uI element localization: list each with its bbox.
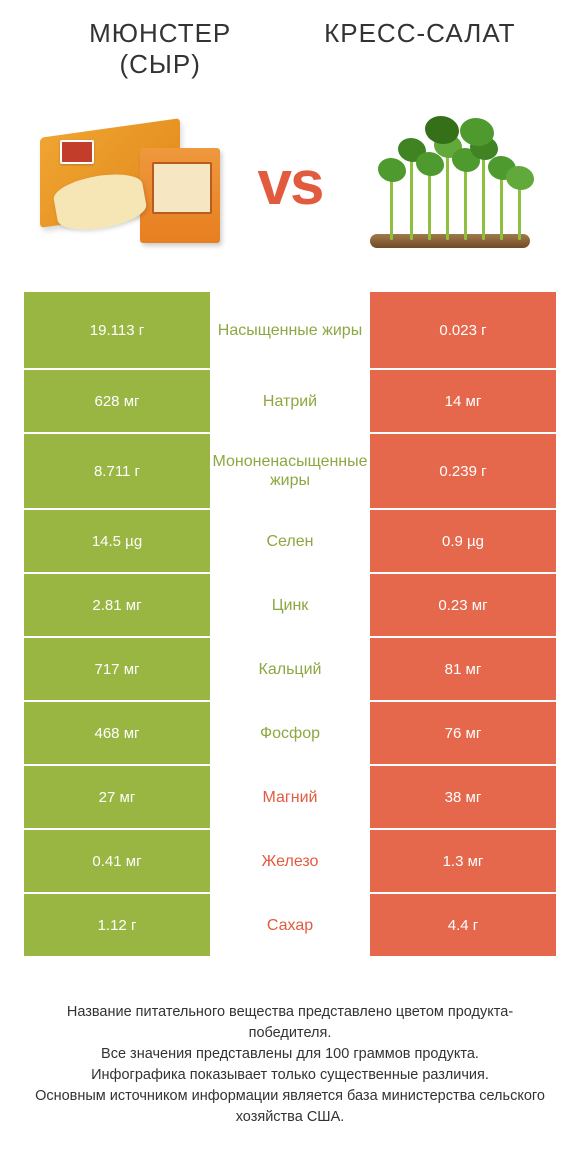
left-product-title: Мюнстер (сыр)	[54, 18, 266, 80]
left-value: 717 мг	[24, 638, 210, 700]
right-value: 4.4 г	[370, 894, 556, 956]
table-row: 19.113 гНасыщенные жиры0.023 г	[24, 292, 556, 368]
nutrient-label: Мононенасыщенные жиры	[210, 434, 370, 508]
table-row: 27 мгМагний38 мг	[24, 764, 556, 828]
right-value: 1.3 мг	[370, 830, 556, 892]
comparison-table: 19.113 гНасыщенные жиры0.023 г628 мгНатр…	[24, 292, 556, 956]
left-value: 468 мг	[24, 702, 210, 764]
nutrient-label: Насыщенные жиры	[210, 292, 370, 368]
vs-label: vs	[237, 148, 343, 219]
nutrient-label: Селен	[210, 510, 370, 572]
footer-line: Инфографика показывает только существенн…	[34, 1065, 546, 1086]
table-row: 2.81 мгЦинк0.23 мг	[24, 572, 556, 636]
footer-line: Все значения представлены для 100 граммо…	[34, 1044, 546, 1065]
table-row: 468 мгФосфор76 мг	[24, 700, 556, 764]
nutrient-label: Цинк	[210, 574, 370, 636]
table-row: 0.41 мгЖелезо1.3 мг	[24, 828, 556, 892]
right-value: 38 мг	[370, 766, 556, 828]
right-value: 14 мг	[370, 370, 556, 432]
table-row: 14.5 µgСелен0.9 µg	[24, 508, 556, 572]
left-value: 8.711 г	[24, 434, 210, 508]
left-product-image	[24, 108, 237, 258]
right-value: 81 мг	[370, 638, 556, 700]
right-product-image	[343, 108, 556, 258]
table-row: 8.711 гМононенасыщенные жиры0.239 г	[24, 432, 556, 508]
table-row: 717 мгКальций81 мг	[24, 636, 556, 700]
table-row: 628 мгНатрий14 мг	[24, 368, 556, 432]
right-value: 76 мг	[370, 702, 556, 764]
nutrient-label: Железо	[210, 830, 370, 892]
hero-row: vs	[24, 88, 556, 278]
cheese-icon	[30, 108, 230, 258]
nutrient-label: Сахар	[210, 894, 370, 956]
nutrient-label: Фосфор	[210, 702, 370, 764]
left-value: 14.5 µg	[24, 510, 210, 572]
nutrient-label: Натрий	[210, 370, 370, 432]
table-row: 1.12 гСахар4.4 г	[24, 892, 556, 956]
footer-line: Основным источником информации является …	[34, 1086, 546, 1128]
title-row: Мюнстер (сыр) Кресс-салат	[24, 18, 556, 88]
nutrient-label: Магний	[210, 766, 370, 828]
left-value: 0.41 мг	[24, 830, 210, 892]
right-value: 0.9 µg	[370, 510, 556, 572]
footer-line: Название питательного вещества представл…	[34, 1002, 546, 1044]
left-value: 628 мг	[24, 370, 210, 432]
right-value: 0.239 г	[370, 434, 556, 508]
left-value: 19.113 г	[24, 292, 210, 368]
footer-text: Название питательного вещества представл…	[24, 1002, 556, 1152]
left-value: 27 мг	[24, 766, 210, 828]
left-value: 2.81 мг	[24, 574, 210, 636]
right-value: 0.023 г	[370, 292, 556, 368]
left-value: 1.12 г	[24, 894, 210, 956]
right-product-title: Кресс-салат	[314, 18, 526, 49]
nutrient-label: Кальций	[210, 638, 370, 700]
right-value: 0.23 мг	[370, 574, 556, 636]
cress-icon	[350, 108, 550, 258]
